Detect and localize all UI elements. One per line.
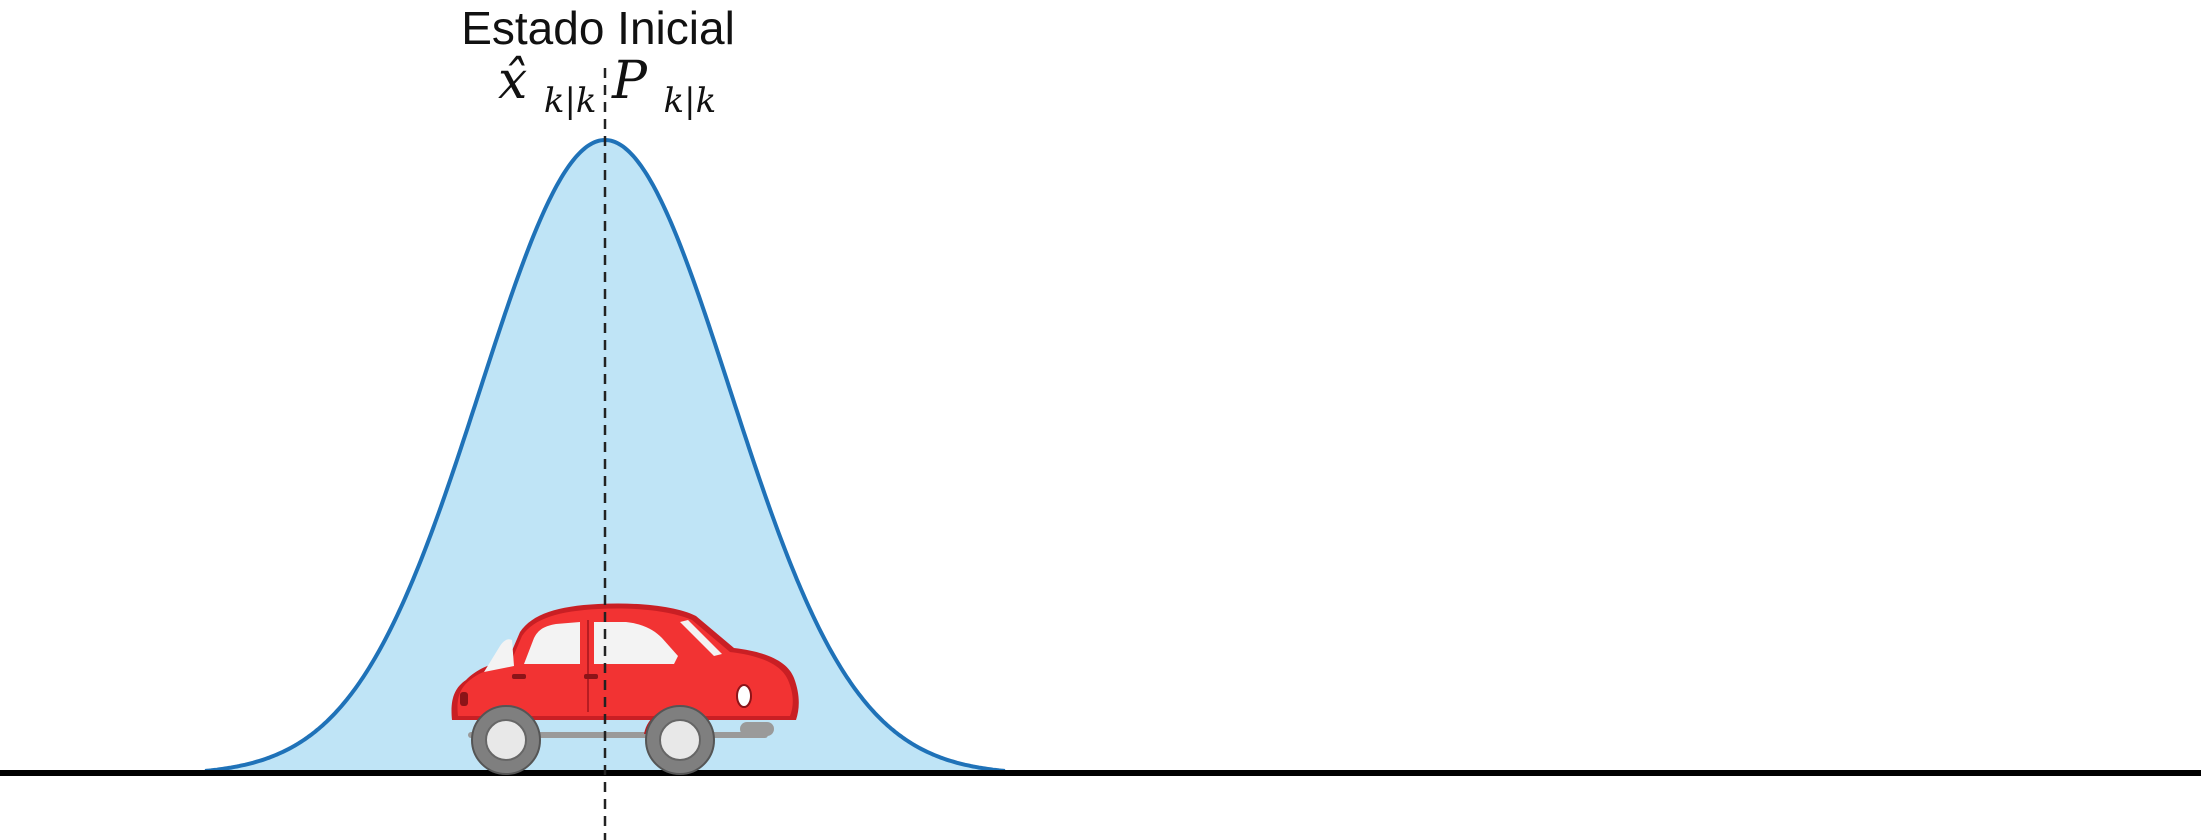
diagram-title: Estado Inicial — [461, 2, 735, 54]
car-door-handle — [584, 674, 598, 679]
gaussian-distribution-area — [205, 140, 1005, 771]
state-estimate-subscript: k|k — [544, 81, 597, 121]
covariance-subscript: k|k — [664, 81, 717, 121]
car-rear-wheel — [471, 705, 541, 775]
car-taillight — [460, 692, 468, 706]
car-front-wheel — [645, 705, 715, 775]
covariance-label: P k|k — [611, 51, 716, 121]
car-door-handle — [512, 674, 526, 679]
car-icon — [451, 603, 799, 775]
car-headlight — [736, 684, 752, 708]
car-windshield — [680, 620, 722, 656]
state-estimate-label: x̂ k|k — [498, 51, 597, 121]
car-front-window — [594, 622, 678, 664]
car-rear-window — [484, 639, 514, 672]
covariance-symbol: P — [611, 51, 648, 111]
state-estimate-symbol: x̂ — [498, 51, 527, 111]
car-middle-window — [524, 622, 580, 664]
